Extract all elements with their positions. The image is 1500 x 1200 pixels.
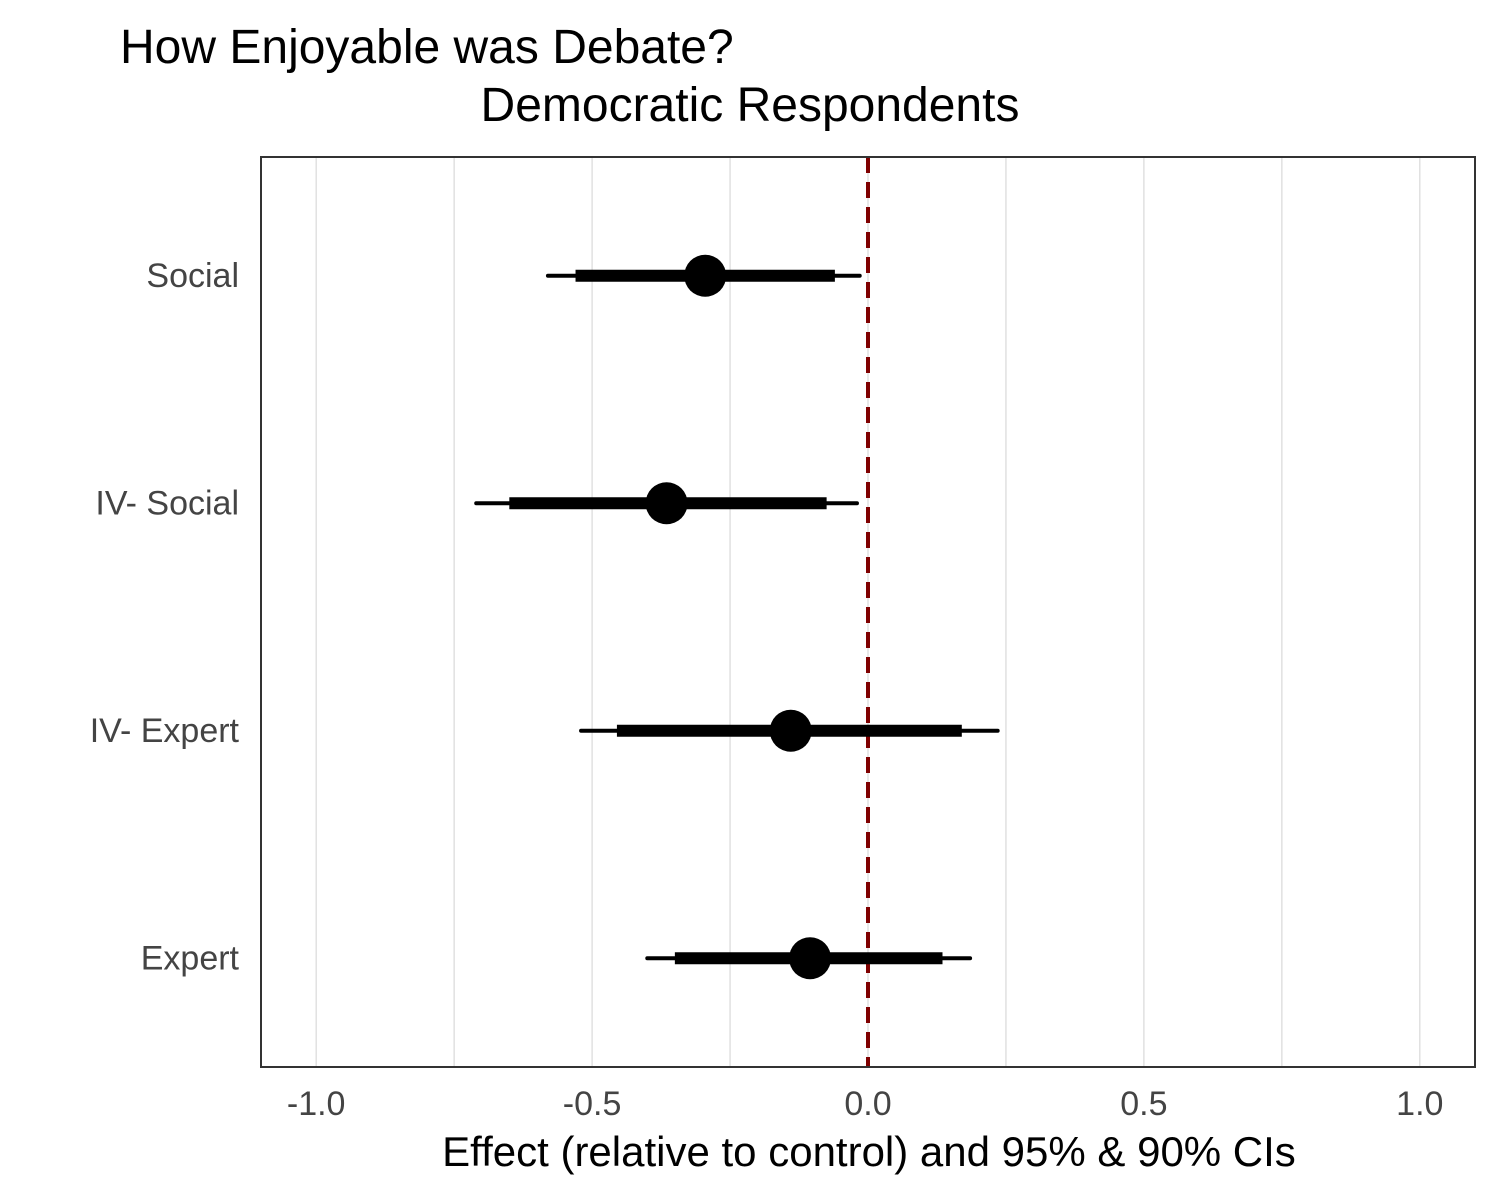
point-estimate (769, 709, 812, 752)
panel-border (260, 156, 1476, 1068)
estimate-group (645, 937, 973, 980)
y-tick-label: Social (146, 257, 239, 295)
x-tick-label: -1.0 (287, 1085, 346, 1123)
estimate-group (474, 482, 859, 525)
estimate-marks (474, 254, 1000, 980)
y-tick-label: IV- Expert (90, 712, 240, 750)
y-tick-label: Expert (141, 939, 240, 977)
chart-title-line-1: How Enjoyable was Debate? (120, 21, 734, 74)
point-estimate (645, 482, 688, 525)
x-axis-label: Effect (relative to control) and 95% & 9… (442, 1128, 1296, 1175)
x-tick-labels: -1.0 -0.5 0.0 0.5 1.0 (287, 1085, 1444, 1123)
x-tick-label: -0.5 (563, 1085, 622, 1123)
x-tick-label: 0.0 (844, 1085, 891, 1123)
y-tick-labels: Social IV- Social IV- Expert Expert (90, 257, 240, 978)
estimate-group (579, 709, 1000, 752)
point-estimate (684, 254, 727, 297)
estimate-group (545, 254, 862, 297)
x-tick-label: 0.5 (1120, 1085, 1167, 1123)
chart-title-line-2: Democratic Respondents (480, 79, 1020, 132)
y-tick-label: IV- Social (95, 484, 239, 522)
point-estimate (789, 937, 832, 980)
x-tick-label: 1.0 (1396, 1085, 1443, 1123)
